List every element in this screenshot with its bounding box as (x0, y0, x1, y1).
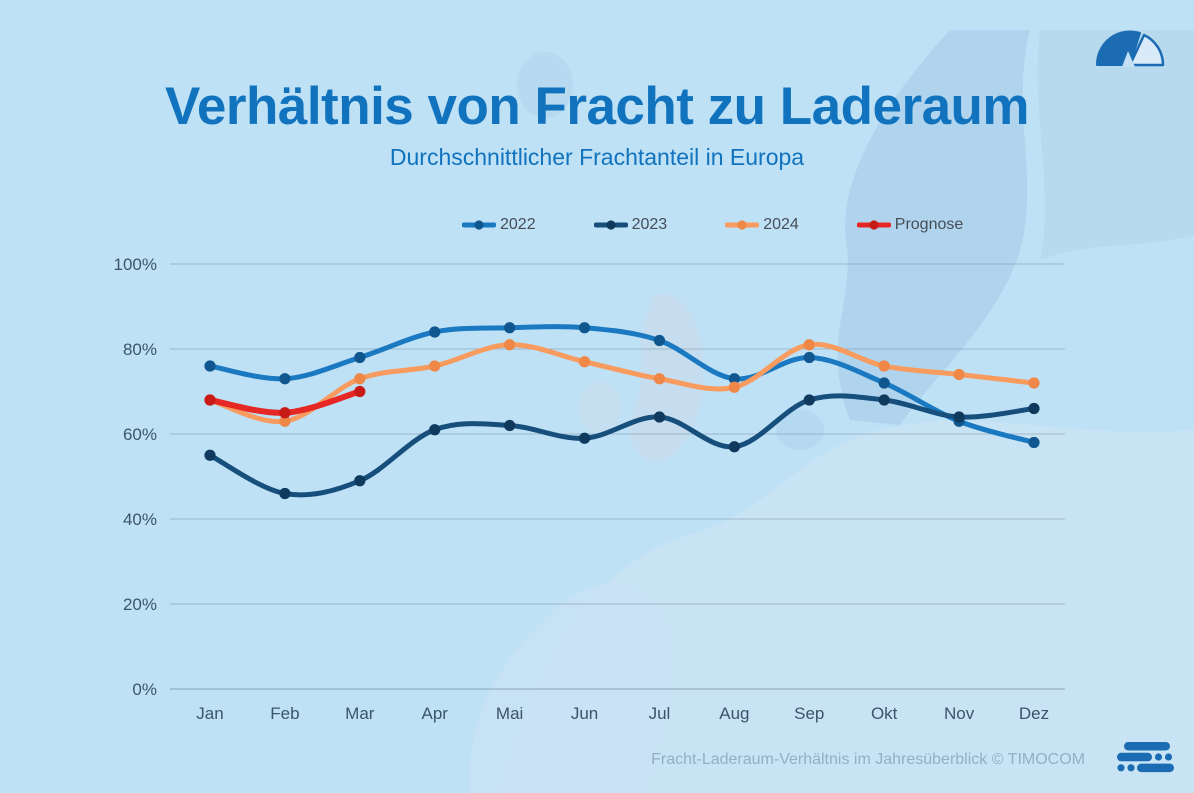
data-point-2023-jun (578, 432, 591, 444)
data-point-2024-aug (728, 381, 740, 393)
data-point-2023-dez (1028, 402, 1040, 415)
data-point-2022-dez (1028, 436, 1040, 449)
data-point-2023-feb (279, 487, 291, 500)
data-point-2024-dez (1028, 377, 1040, 389)
data-point-2022-okt (878, 377, 890, 389)
logo-dot (1127, 764, 1135, 772)
x-tick-label: Jul (649, 704, 671, 723)
gauge-outline-sector (1128, 33, 1165, 67)
y-tick-label: 100% (114, 255, 157, 274)
gauge-icon (1095, 30, 1165, 67)
page-subtitle: Durchschnittlicher Frachtanteil in Europ… (389, 144, 805, 170)
data-point-2024-apr (429, 360, 441, 372)
logo-dot (1117, 764, 1125, 772)
x-tick-label: Dez (1019, 704, 1049, 723)
y-tick-label: 40% (123, 510, 157, 529)
data-point-2024-nov (953, 368, 965, 381)
x-tick-label: Mai (496, 704, 523, 723)
data-point-2023-nov (953, 411, 965, 423)
legend-item-2022[interactable]: 2022 (462, 216, 536, 234)
legend-marker-icon (725, 220, 760, 230)
legend-label: 2022 (500, 216, 536, 233)
data-point-2023-apr (429, 424, 441, 436)
data-point-2022-sep (803, 351, 815, 364)
data-point-2022-mai (504, 322, 516, 334)
data-point-2023-jan (204, 449, 216, 461)
data-point-2022-jul (653, 334, 666, 347)
logo-dot (1154, 753, 1163, 761)
x-tick-label: Mar (345, 704, 375, 723)
series-line-2024 (207, 341, 1037, 425)
data-point-2024-feb (279, 415, 291, 427)
data-point-2022-feb (279, 373, 291, 385)
data-point-2022-jun (578, 322, 591, 334)
legend-marker-icon (462, 220, 496, 230)
data-point-2022-apr (429, 326, 441, 338)
y-tick-label: 0% (132, 680, 157, 699)
data-point-2024-okt (878, 360, 890, 372)
data-point-2024-jun (578, 356, 591, 368)
data-point-2022-aug (728, 373, 740, 385)
legend-marker-icon (593, 220, 628, 230)
y-tick-label: 20% (123, 595, 157, 614)
data-point-2023-aug (728, 441, 740, 453)
timocom-logo-icon (1117, 742, 1174, 773)
x-tick-label: Okt (871, 704, 898, 723)
data-point-2024-mai (504, 339, 516, 351)
x-tick-label: Jun (571, 704, 598, 723)
legend-item-prognose[interactable]: Prognose (856, 216, 964, 234)
data-point-2022-mar (354, 351, 366, 364)
chart-caption: Fracht-Laderaum-Verhältnis im Jahresüber… (651, 751, 1085, 768)
x-tick-label: Sep (794, 704, 824, 723)
x-tick-label: Feb (270, 704, 299, 723)
data-point-prognose-feb (279, 407, 291, 419)
data-point-2022-jan (204, 360, 216, 372)
data-point-2023-okt (878, 394, 890, 406)
logo-dot (1164, 753, 1173, 761)
legend-label: 2024 (763, 216, 799, 233)
legend-marker-icon (856, 220, 891, 230)
legend-item-2023[interactable]: 2023 (593, 216, 668, 234)
logo-bar (1124, 742, 1170, 751)
y-tick-label: 80% (123, 340, 157, 359)
data-point-2023-mar (354, 475, 366, 487)
y-tick-label: 60% (123, 425, 157, 444)
legend-item-2024[interactable]: 2024 (725, 216, 799, 234)
data-point-2024-sep (803, 339, 815, 351)
gauge-notch (1122, 51, 1135, 67)
series-line-2023 (207, 393, 1037, 498)
data-point-2024-jul (653, 373, 666, 385)
legend-label: 2023 (631, 216, 668, 233)
data-point-2023-jul (653, 411, 666, 423)
x-tick-label: Jan (196, 704, 223, 723)
legend-label: Prognose (894, 216, 964, 233)
data-point-2023-sep (803, 394, 815, 406)
x-tick-label: Aug (719, 704, 749, 723)
data-point-prognose-jan (204, 394, 216, 406)
chart-legend: 2022 2023 2024 Prognose (462, 216, 963, 234)
logo-bar (1117, 752, 1152, 762)
data-point-2024-mar (354, 373, 366, 385)
x-tick-label: Apr (421, 704, 448, 723)
x-tick-label: Nov (944, 704, 975, 723)
logo-bar (1137, 763, 1174, 773)
data-point-2023-mai (504, 419, 516, 432)
data-point-prognose-mar (354, 385, 366, 398)
page-title: Verhältnis von Fracht zu Laderaum (164, 77, 1030, 136)
